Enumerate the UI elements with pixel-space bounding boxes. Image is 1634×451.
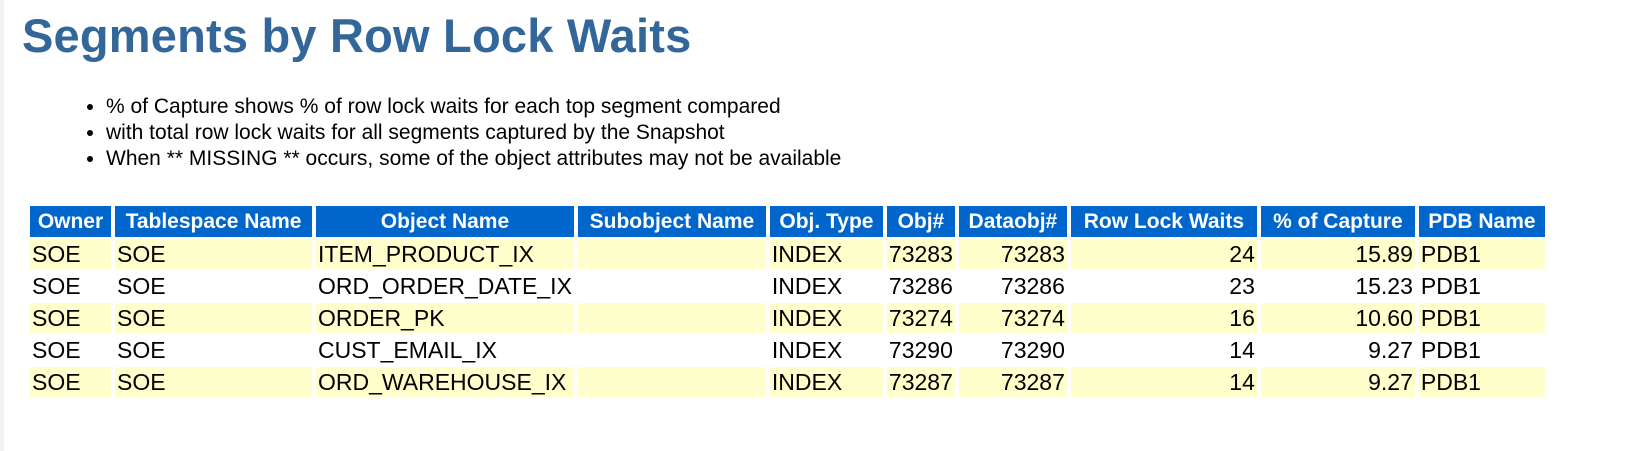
cell-obj-type: INDEX: [769, 367, 883, 397]
cell-subobject-name: [577, 271, 766, 301]
cell-object-name: ORD_WAREHOUSE_IX: [316, 367, 574, 397]
cell-dataobj-number: 73283: [958, 239, 1067, 269]
cell-obj-number: 73290: [886, 335, 955, 365]
cell-owner: SOE: [30, 335, 111, 365]
cell-object-name: ORD_ORDER_DATE_IX: [316, 271, 574, 301]
header-dataobj-number: Dataobj#: [958, 206, 1067, 237]
cell-owner: SOE: [30, 239, 111, 269]
cell-subobject-name: [577, 367, 766, 397]
cell-object-name: ITEM_PRODUCT_IX: [316, 239, 574, 269]
note-item: When ** MISSING ** occurs, some of the o…: [106, 146, 1634, 172]
header-percent-of-capture: % of Capture: [1260, 206, 1415, 237]
cell-subobject-name: [577, 239, 766, 269]
cell-obj-type: INDEX: [769, 335, 883, 365]
table-header-row: Owner Tablespace Name Object Name Subobj…: [30, 206, 1545, 237]
header-row-lock-waits: Row Lock Waits: [1070, 206, 1257, 237]
cell-obj-number: 73287: [886, 367, 955, 397]
cell-owner: SOE: [30, 367, 111, 397]
cell-row-lock-waits: 14: [1070, 367, 1257, 397]
cell-percent-of-capture: 9.27: [1260, 335, 1415, 365]
cell-pdb-name: PDB1: [1418, 303, 1545, 333]
cell-percent-of-capture: 9.27: [1260, 367, 1415, 397]
cell-object-name: ORDER_PK: [316, 303, 574, 333]
cell-pdb-name: PDB1: [1418, 271, 1545, 301]
header-owner: Owner: [30, 206, 111, 237]
cell-subobject-name: [577, 303, 766, 333]
cell-owner: SOE: [30, 271, 111, 301]
table-row: SOE SOE CUST_EMAIL_IX INDEX 73290 73290 …: [30, 335, 1545, 365]
cell-dataobj-number: 73290: [958, 335, 1067, 365]
header-pdb-name: PDB Name: [1418, 206, 1545, 237]
cell-pdb-name: PDB1: [1418, 239, 1545, 269]
cell-pdb-name: PDB1: [1418, 335, 1545, 365]
table-row: SOE SOE ORD_WAREHOUSE_IX INDEX 73287 732…: [30, 367, 1545, 397]
note-item: with total row lock waits for all segmen…: [106, 120, 1634, 146]
cell-row-lock-waits: 23: [1070, 271, 1257, 301]
note-item: % of Capture shows % of row lock waits f…: [106, 94, 1634, 120]
header-tablespace-name: Tablespace Name: [115, 206, 312, 237]
cell-percent-of-capture: 15.23: [1260, 271, 1415, 301]
cell-row-lock-waits: 24: [1070, 239, 1257, 269]
cell-tablespace-name: SOE: [115, 303, 312, 333]
cell-tablespace-name: SOE: [115, 367, 312, 397]
cell-subobject-name: [577, 335, 766, 365]
cell-dataobj-number: 73287: [958, 367, 1067, 397]
cell-row-lock-waits: 14: [1070, 335, 1257, 365]
cell-percent-of-capture: 10.60: [1260, 303, 1415, 333]
cell-percent-of-capture: 15.89: [1260, 239, 1415, 269]
left-border: [0, 0, 4, 451]
cell-tablespace-name: SOE: [115, 271, 312, 301]
section-title: Segments by Row Lock Waits: [22, 9, 692, 62]
header-object-name: Object Name: [316, 206, 574, 237]
notes-list: % of Capture shows % of row lock waits f…: [22, 94, 1634, 172]
cell-dataobj-number: 73274: [958, 303, 1067, 333]
cell-obj-number: 73274: [886, 303, 955, 333]
cell-row-lock-waits: 16: [1070, 303, 1257, 333]
cell-obj-type: INDEX: [769, 271, 883, 301]
header-obj-type: Obj. Type: [769, 206, 883, 237]
row-lock-waits-table: Owner Tablespace Name Object Name Subobj…: [26, 204, 1549, 399]
table-row: SOE SOE ORD_ORDER_DATE_IX INDEX 73286 73…: [30, 271, 1545, 301]
header-subobject-name: Subobject Name: [577, 206, 766, 237]
cell-dataobj-number: 73286: [958, 271, 1067, 301]
cell-obj-type: INDEX: [769, 303, 883, 333]
cell-owner: SOE: [30, 303, 111, 333]
cell-obj-number: 73283: [886, 239, 955, 269]
cell-obj-number: 73286: [886, 271, 955, 301]
header-obj-number: Obj#: [886, 206, 955, 237]
cell-obj-type: INDEX: [769, 239, 883, 269]
cell-object-name: CUST_EMAIL_IX: [316, 335, 574, 365]
table-row: SOE SOE ITEM_PRODUCT_IX INDEX 73283 7328…: [30, 239, 1545, 269]
cell-pdb-name: PDB1: [1418, 367, 1545, 397]
cell-tablespace-name: SOE: [115, 335, 312, 365]
cell-tablespace-name: SOE: [115, 239, 312, 269]
table-row: SOE SOE ORDER_PK INDEX 73274 73274 16 10…: [30, 303, 1545, 333]
